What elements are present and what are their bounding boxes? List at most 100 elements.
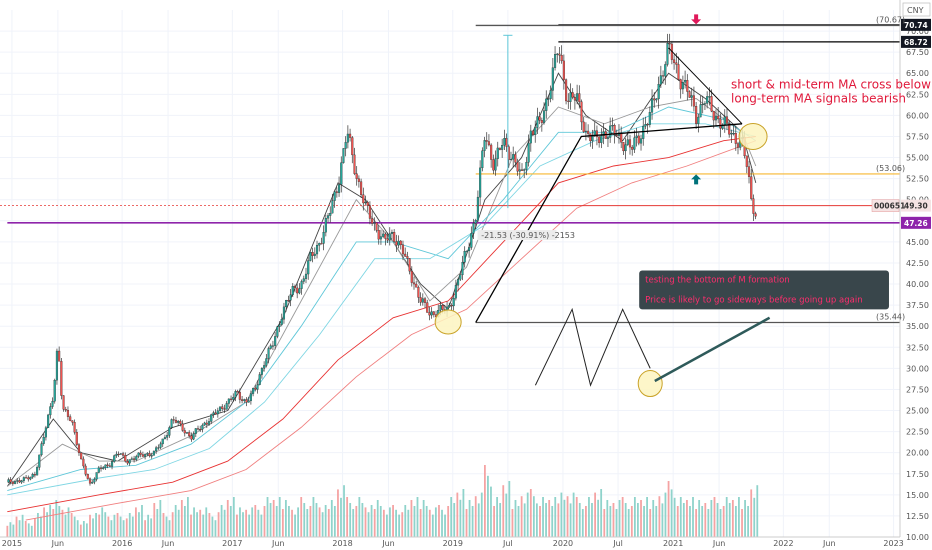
candle-body: [172, 419, 175, 421]
volume-bar: [487, 475, 489, 537]
volume-bar: [370, 505, 373, 537]
candle-body: [459, 274, 462, 280]
volume-bar: [330, 500, 333, 537]
level-label: (35.44): [876, 312, 905, 321]
candle-body: [662, 75, 665, 77]
volume-bar: [434, 507, 437, 537]
level-tag-text: 49.30: [904, 202, 928, 211]
volume-bar: [177, 509, 180, 537]
candle-body: [285, 300, 288, 308]
candle-body: [225, 403, 228, 410]
time-axis[interactable]: 2015 Jun 2016 Jun 2017 Jun 2018 Jun 2019 Jul 2020 J…: [0, 536, 904, 548]
volume-bar: [456, 492, 459, 537]
candle-body: [335, 191, 338, 193]
volume-bar: [468, 500, 471, 537]
candle-body: [404, 253, 407, 257]
candle-body: [368, 205, 371, 219]
volume-bar: [333, 506, 336, 537]
candle-body: [289, 294, 292, 301]
candle-body: [27, 477, 30, 480]
candle-body: [102, 467, 105, 469]
volume-bar: [40, 516, 42, 537]
candle-body: [263, 365, 266, 369]
candle-body: [181, 423, 184, 431]
candle-body: [340, 162, 343, 185]
level-tag-text: 68.72: [904, 38, 928, 47]
candle-body: [576, 93, 579, 101]
candle-body: [16, 480, 19, 482]
candle-body: [216, 410, 219, 415]
candle-body: [84, 465, 87, 475]
candle-body: [635, 135, 638, 138]
volume-bar: [70, 513, 73, 537]
candle-body: [600, 135, 603, 143]
volume-bar: [135, 507, 137, 537]
volume-bar: [591, 503, 593, 537]
candle-body: [291, 286, 294, 295]
candle-body: [223, 408, 226, 410]
candle-body: [542, 110, 546, 123]
volume-bar: [713, 497, 716, 537]
candle-body: [260, 368, 263, 375]
note-box: [639, 270, 889, 310]
price-tick: 70.00: [906, 27, 929, 36]
candle-body: [280, 319, 283, 325]
time-tick: Jun: [381, 539, 395, 548]
candle-body: [238, 392, 241, 400]
volume-bar: [597, 499, 600, 537]
volume-bar: [324, 505, 327, 537]
volume-bar: [450, 497, 453, 537]
price-axis-bg: [900, 0, 932, 550]
volume-bar: [183, 506, 186, 537]
volume-bar: [560, 492, 563, 537]
price-axis[interactable]: 10.00 12.50 15.00 17.50 20.00 22.50 25.00 27.50…: [899, 0, 932, 550]
candle-body: [736, 143, 740, 148]
volume-bar: [471, 506, 474, 537]
volume-bar: [630, 506, 633, 537]
volume-bar: [725, 497, 728, 537]
candle-body: [77, 444, 81, 454]
candle-body: [293, 286, 297, 289]
volume-bar: [692, 497, 694, 537]
candle-body: [287, 300, 290, 302]
candle-body: [194, 428, 197, 434]
volume-bar: [545, 503, 547, 537]
volume-bar: [229, 506, 232, 537]
candle-body: [155, 447, 158, 452]
candle-body: [514, 154, 517, 163]
level-label: (53.06): [876, 164, 905, 173]
candle-body: [415, 283, 418, 288]
volume-bar: [425, 506, 428, 537]
candle-body: [241, 399, 244, 401]
volume-bar: [43, 507, 45, 537]
candle-body: [137, 452, 140, 457]
time-tick: Jul: [612, 539, 623, 548]
candle-body: [245, 399, 248, 403]
candle-body: [752, 198, 755, 214]
candle-body: [454, 284, 457, 299]
volume-bar: [578, 503, 581, 537]
volume-bar: [288, 506, 290, 537]
candle-body: [252, 387, 255, 394]
volume-bar: [594, 492, 597, 537]
candle-body: [80, 452, 83, 460]
candle-body: [518, 169, 521, 172]
candle-body: [615, 134, 618, 136]
candle-body: [684, 80, 687, 83]
candle-body: [166, 435, 169, 438]
volume-bar: [526, 492, 529, 537]
volume-bar: [199, 509, 202, 537]
volume-bar: [728, 503, 731, 537]
volume-bar: [661, 503, 664, 537]
time-tick: 2018: [332, 539, 352, 548]
volume-bar: [422, 500, 425, 537]
volume-bar: [704, 503, 707, 537]
candle-body: [159, 443, 162, 448]
candle-body: [503, 138, 506, 146]
volume-bar: [6, 525, 9, 537]
volume-bar: [110, 520, 113, 537]
price-tick: 60.00: [906, 111, 929, 120]
volume-bar: [46, 512, 49, 537]
candle-body: [333, 191, 336, 201]
